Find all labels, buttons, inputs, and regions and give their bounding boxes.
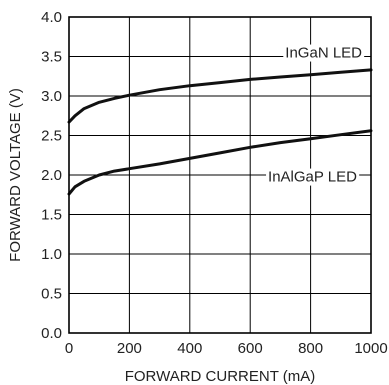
series-labels: InGaN LED InAlGaP LED	[266, 44, 365, 186]
series-lines	[67, 68, 373, 196]
y-tick-label: 2.0	[41, 167, 62, 184]
y-tick-label: 4.0	[41, 9, 62, 26]
y-axis-title: FORWARD VOLTAGE (V)	[7, 88, 24, 262]
x-tick-label: 200	[117, 340, 142, 357]
x-tick-label: 0	[65, 340, 73, 357]
y-tick-label: 0.5	[41, 286, 62, 303]
series-label-background	[266, 168, 360, 186]
series-line-0	[67, 68, 373, 124]
tick-labels: 0 200 400 600 800 1000 0.0 0.5 1.0 1.5 2.0 2.5 3.0 3.…	[41, 9, 388, 357]
y-tick-label: 3.5	[41, 49, 62, 66]
y-tick-label: 1.0	[41, 246, 62, 263]
y-tick-label: 0.0	[41, 325, 62, 342]
series-label-1: InAlGaP LED	[266, 168, 360, 186]
x-tick-label: 400	[177, 340, 202, 357]
series-line-1	[67, 129, 373, 196]
x-axis-title: FORWARD CURRENT (mA)	[125, 368, 316, 385]
grid	[69, 17, 371, 333]
series-label-0: InGaN LED	[283, 44, 365, 62]
series-label-text: InGaN LED	[285, 45, 362, 62]
y-tick-label: 1.5	[41, 207, 62, 224]
y-tick-label: 3.0	[41, 88, 62, 105]
plot-frame	[68, 16, 372, 334]
x-tick-label: 1000	[354, 340, 387, 357]
series-label-text: InAlGaP LED	[268, 169, 357, 186]
x-tick-label: 800	[298, 340, 323, 357]
x-tick-label: 600	[238, 340, 263, 357]
series-label-background	[283, 44, 365, 62]
y-tick-label: 2.5	[41, 128, 62, 145]
